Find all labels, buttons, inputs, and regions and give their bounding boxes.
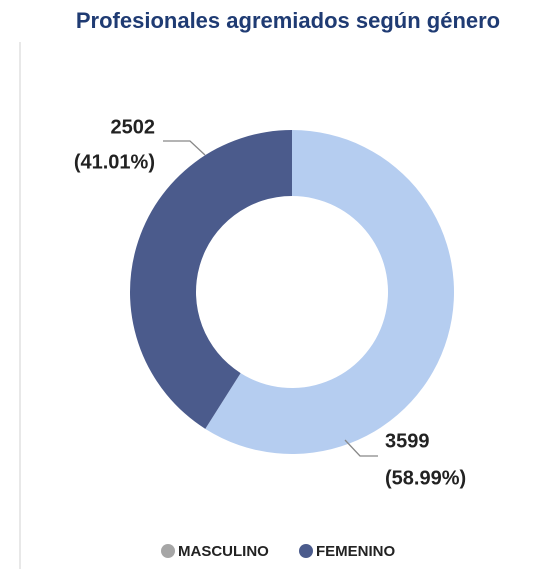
donut-slice: [205, 130, 455, 454]
percentage-label: (58.99%): [385, 467, 466, 489]
legend-marker: [161, 544, 175, 558]
leader-line: [163, 140, 206, 156]
donut-slice: [130, 130, 292, 429]
legend-label: FEMENINO: [316, 543, 396, 560]
data-label: 2502: [111, 116, 156, 138]
legend-label: MASCULINO: [178, 543, 269, 560]
data-label: 3599: [385, 430, 430, 452]
chart-title: Profesionales agremiados según género: [76, 8, 500, 33]
legend-marker: [299, 544, 313, 558]
leader-line: [344, 439, 378, 457]
percentage-label: (41.01%): [74, 151, 155, 173]
